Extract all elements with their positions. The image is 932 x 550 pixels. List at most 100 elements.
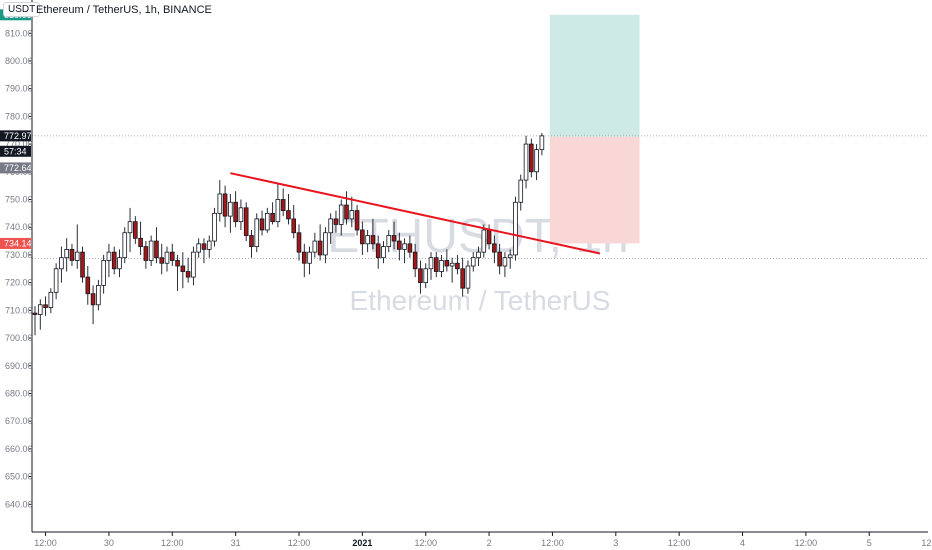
candle[interactable] (423, 263, 429, 289)
candle[interactable] (254, 213, 260, 253)
candle[interactable] (386, 229, 392, 253)
candle[interactable] (301, 243, 307, 278)
candle[interactable] (412, 243, 418, 278)
candle[interactable] (185, 257, 191, 283)
candle[interactable] (333, 210, 339, 233)
candle[interactable] (375, 235, 381, 269)
candle[interactable] (539, 133, 545, 156)
candle[interactable] (370, 218, 376, 250)
candle[interactable] (196, 238, 201, 258)
candle[interactable] (259, 210, 265, 236)
candle[interactable] (280, 188, 286, 217)
trendline[interactable] (230, 172, 601, 255)
candle[interactable] (212, 207, 217, 247)
candle[interactable] (402, 238, 407, 264)
candle[interactable] (497, 243, 502, 275)
candle[interactable] (449, 257, 455, 283)
candle[interactable] (180, 252, 186, 289)
candle[interactable] (96, 279, 101, 311)
candle[interactable] (354, 205, 360, 236)
candle[interactable] (470, 252, 476, 272)
candle[interactable] (529, 138, 534, 178)
candle[interactable] (286, 193, 291, 225)
candle[interactable] (296, 224, 302, 261)
candle[interactable] (32, 306, 38, 336)
candle[interactable] (122, 227, 128, 264)
candle[interactable] (433, 252, 439, 278)
candle[interactable] (328, 213, 333, 244)
stop-badge[interactable]: 734.14 (0, 237, 32, 249)
candle[interactable] (90, 285, 96, 325)
candle[interactable] (191, 246, 196, 286)
candle[interactable] (138, 221, 143, 255)
candle[interactable] (360, 221, 365, 255)
candle[interactable] (507, 249, 513, 269)
candle[interactable] (428, 252, 434, 280)
candle[interactable] (275, 182, 281, 228)
price-axis[interactable]: 640.00 650.00 660.00 670.00 680.00 690.00 700.… (0, 0, 33, 532)
currency-selector[interactable]: USDT (3, 2, 41, 17)
candle[interactable] (175, 254, 180, 291)
candle[interactable] (228, 193, 233, 233)
candle[interactable] (317, 224, 323, 261)
candle[interactable] (74, 224, 80, 269)
candle[interactable] (338, 199, 344, 236)
candle[interactable] (111, 246, 117, 275)
candle[interactable] (69, 243, 75, 266)
candle[interactable] (80, 246, 85, 283)
candle[interactable] (518, 174, 524, 211)
candle[interactable] (270, 202, 275, 225)
candle[interactable] (323, 227, 328, 264)
candle[interactable] (101, 254, 106, 294)
candle[interactable] (243, 202, 249, 242)
loss-zone[interactable] (549, 136, 640, 244)
candle[interactable] (217, 180, 223, 222)
candle[interactable] (476, 246, 481, 266)
candle[interactable] (397, 232, 402, 261)
candle[interactable] (48, 288, 54, 314)
profit-zone[interactable] (549, 14, 640, 137)
candle[interactable] (222, 185, 228, 228)
candle[interactable] (133, 216, 138, 244)
candle[interactable] (169, 243, 175, 266)
candle[interactable] (523, 135, 529, 189)
candle[interactable] (365, 229, 370, 253)
candle[interactable] (143, 241, 149, 269)
candle[interactable] (513, 196, 518, 261)
prev-price-badge[interactable]: 772.64 (0, 162, 32, 174)
candle[interactable] (106, 243, 112, 278)
candle[interactable] (460, 257, 465, 297)
candle[interactable] (265, 207, 270, 233)
candle[interactable] (201, 238, 207, 264)
candle[interactable] (455, 254, 460, 275)
candle[interactable] (307, 246, 312, 275)
candle[interactable] (418, 260, 423, 294)
candle[interactable] (238, 199, 244, 230)
candle[interactable] (59, 246, 64, 283)
candle[interactable] (206, 235, 212, 258)
candle[interactable] (439, 254, 444, 278)
candle[interactable] (43, 296, 48, 316)
candle[interactable] (502, 252, 508, 278)
candle[interactable] (381, 241, 386, 264)
timer-badge[interactable]: 57:34 (0, 145, 31, 157)
candle[interactable] (465, 260, 471, 294)
time-axis[interactable]: 12:00 30 12:00 31 12:00 2021 12:00 2 12:00 3 12:00… (0, 531, 932, 550)
candle[interactable] (64, 238, 69, 272)
candle[interactable] (492, 235, 497, 264)
candle[interactable] (534, 144, 539, 181)
candle[interactable] (164, 246, 170, 272)
candle[interactable] (154, 227, 159, 264)
candle[interactable] (37, 299, 43, 330)
candle[interactable] (444, 249, 450, 272)
candle[interactable] (481, 224, 487, 258)
candle[interactable] (233, 191, 238, 228)
candle[interactable] (291, 205, 297, 239)
candle[interactable] (159, 243, 165, 275)
candle[interactable] (391, 221, 397, 250)
candle[interactable] (344, 191, 349, 225)
candle[interactable] (117, 249, 122, 278)
candle[interactable] (407, 235, 413, 258)
last-price-badge[interactable]: 772.97 (0, 130, 32, 142)
